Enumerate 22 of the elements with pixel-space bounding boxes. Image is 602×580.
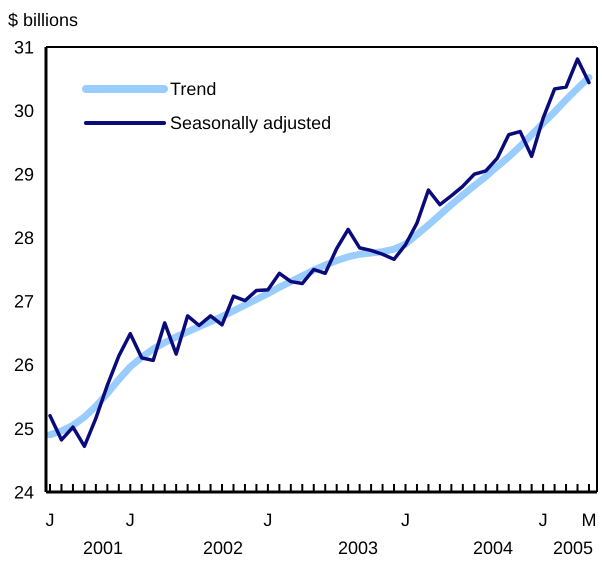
text: 2001 (82, 538, 124, 559)
text: 2004 (472, 538, 514, 559)
x-tick-label: J (400, 510, 410, 530)
y-tick-label: 31 (14, 37, 34, 58)
text: 2002 (202, 538, 244, 559)
y-tick-label: 28 (14, 228, 34, 248)
y-tick-label: 25 (14, 418, 34, 439)
text: 2003 (336, 538, 380, 559)
x-tick-label: J (46, 510, 55, 530)
legend-label: Seasonally adjusted (170, 112, 332, 134)
y-tick-label: 29 (14, 164, 34, 185)
x-tick-label: J (126, 510, 135, 530)
y-tick-label: 24 (14, 482, 34, 502)
legend-label: Trend (170, 78, 216, 100)
y-tick-label: 30 (14, 100, 34, 121)
y-tick-label: 27 (14, 292, 34, 312)
text: 2005 (552, 538, 594, 559)
y-axis-title: $ billions (8, 9, 80, 32)
x-tick-label: M (581, 510, 596, 530)
x-tick-label: J (263, 510, 272, 530)
y-tick-label: 26 (14, 355, 34, 376)
x-tick-label: J (538, 510, 548, 530)
